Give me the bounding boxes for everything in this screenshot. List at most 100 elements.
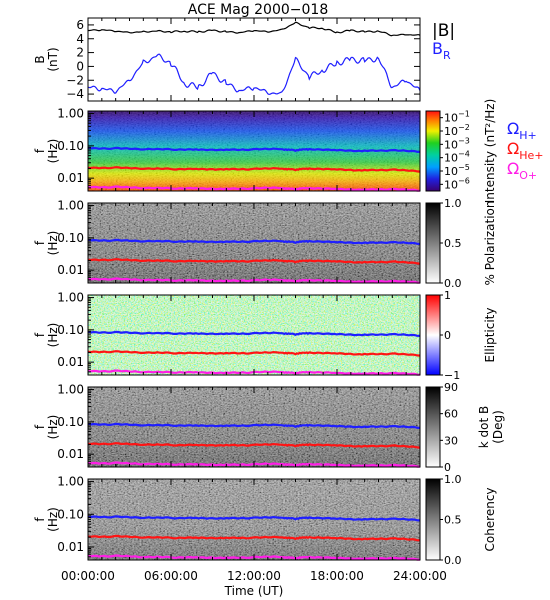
- x-tick-label: 00:00:00: [61, 569, 115, 583]
- colorbar-tick-exponent: −4: [458, 150, 470, 159]
- polarization-panel: 1.00 0.10 0.01 f (Hz) 1.0 0.5 0.0 % Polarization: [33, 197, 497, 290]
- colorbar-tick-base: 10: [444, 165, 458, 178]
- gyrofrequency-line: [87, 258, 421, 265]
- y-axis-label: f (Hz): [33, 323, 60, 348]
- legend-main: Ω: [507, 139, 519, 158]
- gyrofrequency-line: [87, 422, 421, 429]
- colorbar: [425, 478, 441, 561]
- y-tick-label: 0.10: [57, 507, 84, 521]
- gyrofrequency-line: [87, 534, 421, 542]
- colorbar-tick-label: 10−3: [444, 136, 470, 151]
- y-tick-label: 1.00: [57, 291, 84, 305]
- gyrofrequency-line: [87, 554, 420, 561]
- legend-sub: He+: [519, 149, 543, 162]
- y-tick-label: 0.01: [57, 171, 84, 185]
- legend-entry-B-R: BR: [432, 39, 451, 62]
- colorbar-tick-label: 0: [444, 329, 451, 342]
- colorbar-label: Coherency: [483, 487, 497, 551]
- legend-entry: ΩH+: [507, 119, 537, 142]
- x-tick-label: 06:00:00: [144, 569, 198, 583]
- y-tick-label: 0.01: [57, 355, 84, 369]
- gyrofrequency-line: [87, 238, 421, 245]
- series-line-B-R: [87, 53, 421, 96]
- x-tick-label: 12:00:00: [227, 569, 281, 583]
- colorbar-label-line2: (Deg): [491, 410, 505, 444]
- y-tick-label: 1.00: [57, 199, 84, 213]
- gyrofrequency-line: [87, 146, 421, 153]
- gyrofrequency-line: [87, 515, 421, 522]
- y-tick-label: 0: [76, 59, 84, 73]
- colorbar-tick-base: 10: [444, 125, 458, 138]
- colorbar: [425, 202, 441, 284]
- colorbar-label: Intensity (nT²/Hz): [483, 99, 497, 204]
- x-tick-label: 18:00:00: [310, 569, 364, 583]
- figure-title: ACE Mag 2000−018: [188, 2, 328, 18]
- y-tick-label: 1.00: [57, 475, 84, 489]
- y-tick-label: 1.00: [57, 107, 84, 121]
- colorbar-label-text: Coherency: [483, 487, 497, 551]
- colorbar-tick-exponent: −6: [458, 176, 470, 185]
- colorbar-label-line1: k dot B: [477, 406, 491, 448]
- gyrofrequency-legend: ΩH+ΩHe+ΩO+: [507, 119, 544, 182]
- colorbar-tick-exponent: −5: [458, 163, 470, 172]
- legend-main: Ω: [507, 119, 519, 138]
- y-tick-label: 0.01: [57, 540, 84, 554]
- coherency-panel: 1.00 0.10 0.01 f (Hz) 1.0 0.5 0.0 Coherency: [33, 473, 497, 567]
- colorbar-tick-label: 10−6: [444, 176, 470, 191]
- colorbar-tick-base: 10: [444, 112, 458, 125]
- x-axis-label: Time (UT): [224, 584, 284, 598]
- colorbar-tick-label: 60: [444, 408, 458, 421]
- legend-entry: ΩO+: [507, 159, 537, 182]
- colorbar-tick-exponent: −3: [458, 136, 470, 145]
- colorbar-tick-label: 0: [444, 461, 451, 474]
- y-tick-label: −2: [66, 73, 84, 87]
- colorbar-tick-base: 10: [444, 178, 458, 191]
- y-axis-label-line2: (Hz): [46, 231, 60, 256]
- legend-main: B: [432, 39, 443, 58]
- y-tick-label: 0.10: [57, 415, 84, 429]
- colorbar-tick-label: 1.0: [444, 473, 462, 486]
- y-axis-label-line2: (Hz): [46, 139, 60, 164]
- y-axis-label-line2: (nT): [46, 47, 60, 71]
- y-axis-label-line1: f: [33, 240, 47, 245]
- legend-sub: O+: [519, 169, 537, 182]
- y-axis-label: f (Hz): [33, 415, 60, 440]
- colorbar-tick-label: 90: [444, 381, 458, 394]
- y-tick-label: 0.01: [57, 447, 84, 461]
- colorbar-tick-label: 0.5: [444, 237, 462, 250]
- y-axis-label-line2: (Hz): [46, 507, 60, 532]
- y-axis-label-line1: B: [33, 55, 47, 63]
- colorbar-tick-label: 1: [444, 289, 451, 302]
- power-spectrum-panel: 1.000.100.01f (Hz)10−110−210−310−410−510−…: [33, 99, 544, 204]
- colorbar-label: k dot B (Deg): [477, 406, 505, 448]
- colorbar: [425, 110, 441, 192]
- y-axis-label: f (Hz): [33, 231, 60, 256]
- y-axis-label-line2: (Hz): [46, 415, 60, 440]
- colorbar-tick-label: −1: [444, 369, 460, 382]
- colorbar-tick-label: 10−2: [444, 123, 470, 138]
- colorbar-tick-label: 0.0: [444, 554, 462, 567]
- colorbar-tick-base: 10: [444, 138, 458, 151]
- colorbar-tick-exponent: −2: [458, 123, 470, 132]
- legend-main: Ω: [507, 159, 519, 178]
- colorbar-tick-label: 10−5: [444, 163, 470, 178]
- colorbar-tick-label: 10−1: [444, 110, 470, 125]
- y-tick-label: 6: [76, 18, 84, 32]
- legend-sub: R: [443, 49, 451, 62]
- legend: |B|BR: [432, 21, 455, 62]
- series-line-B-magnitude: [88, 21, 421, 37]
- y-axis-label: B (nT): [33, 47, 60, 71]
- colorbar-tick-label: 0.5: [444, 514, 462, 527]
- gyrofrequency-line: [87, 330, 421, 337]
- colorbar-label: Ellipticity: [483, 308, 497, 363]
- colorbar: [425, 294, 441, 376]
- x-tick-label: 24:00:00: [393, 569, 447, 583]
- y-axis-label: f (Hz): [33, 507, 60, 532]
- colorbar-tick-label: 1.0: [444, 197, 462, 210]
- colorbar-label: % Polarization: [483, 201, 497, 286]
- y-tick-label: 4: [76, 32, 84, 46]
- y-axis-label-line1: f: [33, 148, 47, 153]
- colorbar-tick-base: 10: [444, 152, 458, 165]
- legend-entry: ΩHe+: [507, 139, 544, 162]
